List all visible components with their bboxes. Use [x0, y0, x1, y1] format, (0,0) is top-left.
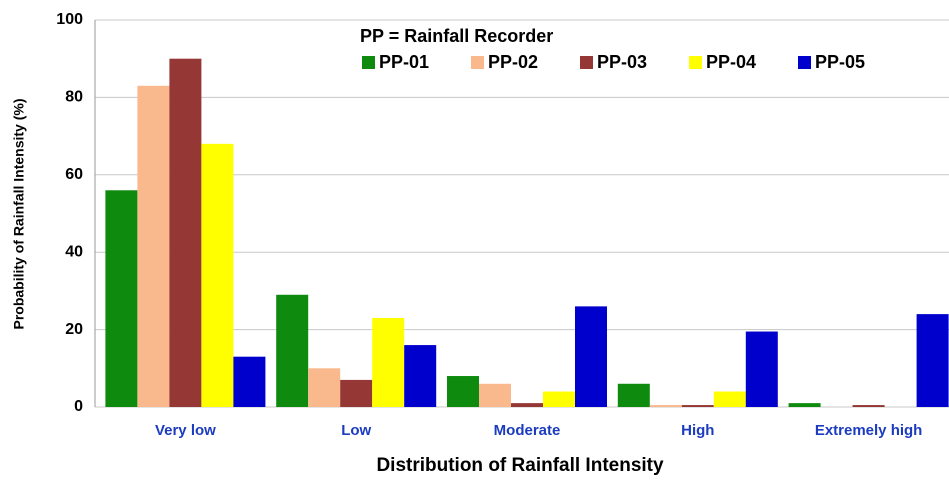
- bar: [404, 345, 437, 407]
- bar: [372, 317, 405, 407]
- legend-label: PP-04: [706, 52, 756, 72]
- y-tick-label: 0: [74, 398, 83, 415]
- bar: [169, 58, 202, 407]
- legend-swatch: [580, 56, 593, 69]
- bar: [852, 405, 885, 407]
- bar: [745, 331, 778, 407]
- x-tick-label: High: [681, 422, 714, 439]
- legend-title: PP = Rainfall Recorder: [360, 26, 553, 46]
- y-axis-title: Probability of Rainfall Intensity (%): [11, 98, 27, 329]
- bar: [681, 405, 714, 407]
- legend-label: PP-05: [815, 52, 865, 72]
- bar: [511, 403, 543, 407]
- bar: [137, 85, 170, 407]
- bar: [233, 356, 266, 407]
- y-tick-label: 80: [65, 89, 83, 106]
- legend-swatch: [689, 56, 702, 69]
- bar: [308, 368, 341, 407]
- bar: [788, 403, 821, 407]
- bar: [916, 314, 949, 407]
- legend-swatch: [798, 56, 811, 69]
- y-tick-label: 60: [65, 166, 83, 183]
- legend-swatch: [471, 56, 484, 69]
- bar: [479, 383, 511, 407]
- bar: [575, 306, 607, 407]
- bar: [617, 383, 650, 407]
- legend-label: PP-03: [597, 52, 647, 72]
- bar: [276, 294, 309, 407]
- bar: [447, 376, 479, 407]
- legend-label: PP-01: [379, 52, 429, 72]
- bar: [649, 405, 682, 407]
- bar: [543, 391, 575, 407]
- bar: [340, 379, 373, 407]
- x-tick-label: Very low: [155, 422, 216, 439]
- legend-swatch: [362, 56, 375, 69]
- y-tick-label: 40: [65, 243, 83, 260]
- bar: [201, 143, 234, 407]
- y-tick-label: 20: [65, 321, 83, 338]
- x-tick-label: Moderate: [494, 422, 561, 439]
- bar: [105, 190, 138, 407]
- x-axis-title: Distribution of Rainfall Intensity: [376, 455, 664, 476]
- x-tick-label: Extremely high: [815, 422, 923, 439]
- bar: [713, 391, 746, 407]
- legend-label: PP-02: [488, 52, 538, 72]
- y-tick-label: 100: [56, 11, 83, 28]
- x-tick-label: Low: [341, 422, 371, 439]
